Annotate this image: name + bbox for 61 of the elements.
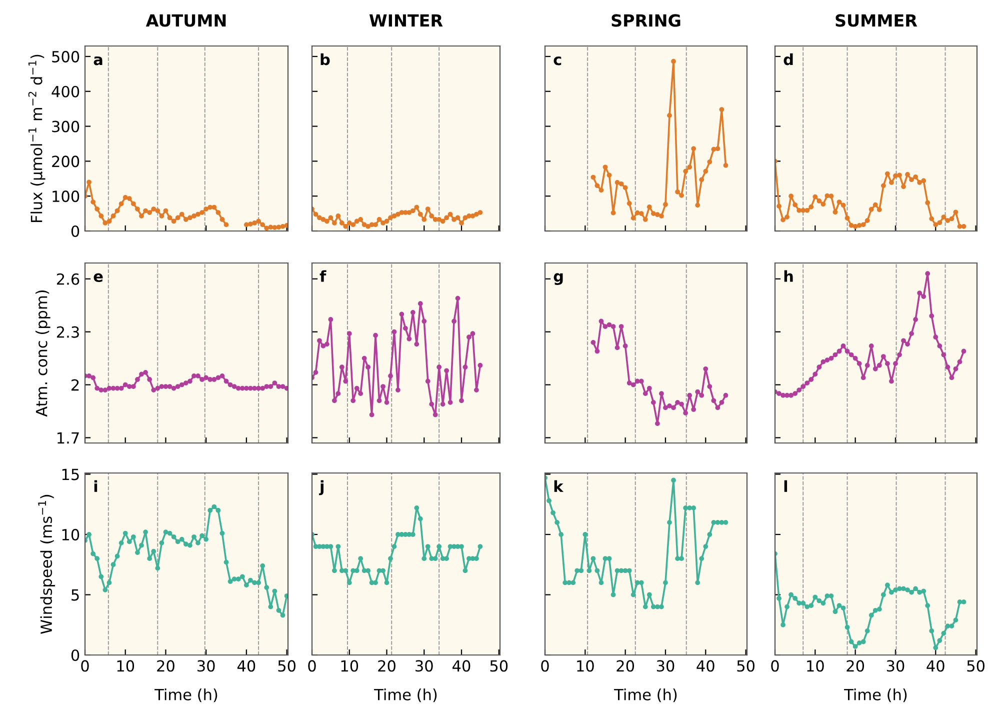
x-tick-label: 10 [577, 660, 594, 672]
y-tick-label: 2.6 [56, 273, 80, 285]
x-axis-title: Time (h) [614, 688, 677, 702]
y-tick-label: 2.3 [56, 326, 79, 338]
y-tick-label: 15 [62, 468, 79, 480]
y-tick-label: 0 [71, 225, 80, 238]
annotation: g [554, 273, 563, 285]
y-tick-label: 2 [72, 379, 79, 391]
x-axis-title: Time (h) [844, 688, 907, 702]
x-tick-label: 20 [616, 660, 634, 672]
y-axis-title: Atm. conc (ppm) [36, 290, 50, 417]
x-axis-title: Time (h) [374, 688, 437, 702]
chart-title: AUTUMN [146, 14, 226, 27]
y-tick-label: 500 [52, 50, 80, 62]
x-tick-label: 20 [378, 660, 396, 672]
y-axis-title: Flux (µmol$^{−1}$ m$^{−2}$ d$^{−1}$) [28, 54, 46, 222]
x-tick-label: 0 [308, 660, 316, 672]
y-tick-label: 10 [62, 528, 80, 540]
x-tick-label: 30 [886, 660, 904, 672]
x-tick-label: 0 [541, 660, 549, 672]
y-tick-label: 400 [52, 86, 80, 98]
y-axis-title: Windspeed (ms$^{−1}$) [38, 494, 56, 634]
y-tick-label: 0 [71, 649, 80, 662]
x-axis-title: Time (h) [154, 688, 218, 702]
chart-title: WINTER [369, 14, 443, 27]
x-tick-label: 10 [117, 660, 134, 672]
annotation: j [319, 480, 324, 496]
x-tick-label: 40 [696, 660, 714, 672]
y-tick-label: 200 [52, 156, 80, 168]
x-tick-label: 20 [846, 660, 864, 672]
chart-title: SUMMER [836, 14, 918, 27]
x-tick-label: 50 [490, 660, 508, 672]
x-tick-label: 0 [81, 660, 89, 672]
x-tick-label: 20 [157, 660, 174, 672]
x-tick-label: 30 [416, 660, 433, 672]
x-tick-label: 30 [656, 660, 674, 672]
y-tick-label: 100 [52, 190, 80, 202]
annotation: d [784, 53, 793, 66]
annotation: f [320, 270, 326, 282]
annotation: k [554, 480, 564, 492]
chart-title: SPRING [612, 14, 680, 27]
y-tick-label: 5 [72, 589, 79, 601]
x-tick-label: 50 [967, 660, 984, 672]
annotation: a [94, 56, 102, 66]
annotation: h [784, 270, 793, 282]
x-tick-label: 40 [237, 660, 256, 672]
x-tick-label: 30 [198, 660, 215, 672]
annotation: i [94, 480, 98, 492]
annotation: b [320, 53, 330, 66]
x-tick-label: 40 [452, 660, 470, 672]
x-tick-label: 10 [807, 660, 824, 672]
annotation: c [554, 56, 562, 66]
y-tick-label: 300 [52, 120, 80, 132]
x-tick-label: 50 [737, 660, 754, 672]
annotation: e [94, 273, 103, 282]
annotation: l [784, 480, 788, 492]
x-tick-label: 40 [926, 660, 944, 672]
x-tick-label: 10 [341, 660, 358, 672]
y-tick-label: 1.7 [58, 432, 79, 444]
x-tick-label: 0 [771, 660, 779, 672]
x-tick-label: 50 [278, 660, 296, 672]
